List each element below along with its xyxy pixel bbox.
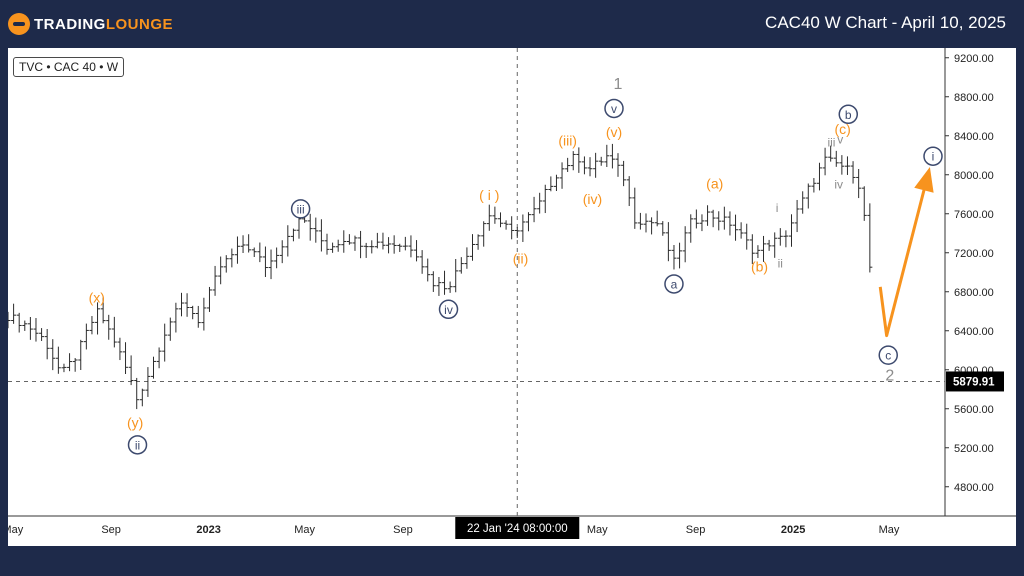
- x-tick-label: Sep: [101, 524, 121, 536]
- last-price-label: 5879.91: [953, 376, 995, 388]
- brand-name: TRADINGLOUNGE: [34, 15, 173, 33]
- y-tick-label: 6800.00: [954, 287, 994, 299]
- chart-panel[interactable]: 4800.00 5200.00 5600.00 6000.00 6400.00 6800.…: [8, 48, 1016, 546]
- x-tick-label: May: [879, 524, 900, 536]
- wave-label-1: 1: [614, 76, 623, 93]
- wave-label-iii: iii: [297, 202, 305, 216]
- y-tick-label: 8000.00: [954, 170, 994, 182]
- wave-label-a: a: [671, 277, 678, 291]
- ohlc-bars: [8, 143, 873, 410]
- y-tick-label: 5600.00: [954, 404, 994, 416]
- wave-label-iii: iii: [827, 136, 835, 150]
- wave-circle: [838, 104, 859, 125]
- y-tick-label: 8400.00: [954, 131, 994, 143]
- x-tick-label: May: [294, 524, 315, 536]
- wave-circle: [604, 98, 624, 119]
- x-tick-label: May: [587, 524, 608, 536]
- crosshair-date-box: [455, 517, 580, 539]
- wave-label-ii-circle: ii: [127, 435, 148, 455]
- x-tick-label: Sep: [393, 524, 413, 536]
- wave-label-ii: (ii): [513, 251, 529, 267]
- y-tick-label: 5200.00: [954, 443, 994, 455]
- last-price-box: [946, 371, 1004, 392]
- wave-circle: [923, 146, 943, 166]
- logo-icon: [8, 13, 30, 35]
- wave-label-i-circle: i: [923, 146, 943, 166]
- y-tick-label: 9200.00: [954, 53, 994, 65]
- y-tick-label: 7200.00: [954, 248, 994, 260]
- symbol-label[interactable]: TVC • CAC 40 • W: [13, 57, 125, 77]
- wave-label-iii: (iii): [558, 133, 577, 149]
- wave-label-b: (b): [751, 258, 768, 274]
- wave-circle: [290, 199, 311, 219]
- wave-label-v: (v): [606, 124, 622, 140]
- y-tick-label: 6400.00: [954, 326, 994, 338]
- wave-circle: [878, 345, 898, 365]
- wave-label-iii-circle: iii: [290, 199, 311, 219]
- y-tick-label: 8800.00: [954, 92, 994, 104]
- wave-label-i: ( i ): [479, 187, 499, 203]
- crosshair-date-label: 22 Jan '24 08:00:00: [467, 523, 568, 535]
- wave-label-i: i: [932, 150, 935, 164]
- wave-label-ii: ii: [778, 256, 783, 270]
- wave-circle: [127, 435, 148, 455]
- projection-path: [878, 176, 929, 338]
- wave-label-b-circle: b: [838, 104, 859, 125]
- y-tick-label: 4800.00: [954, 482, 994, 494]
- chart-header: TRADINGLOUNGE CAC40 W Chart - April 10, …: [0, 0, 1024, 48]
- x-tick-label: May: [8, 524, 24, 536]
- wave-label-y: (y): [127, 414, 143, 430]
- wave-circle: [664, 274, 684, 294]
- wave-label-c-circle: c: [878, 345, 898, 365]
- wave-label-v: v: [837, 133, 843, 147]
- wave-label-a: (a): [706, 176, 723, 192]
- wave-label-x: (x): [89, 290, 105, 306]
- wave-label-v: v: [611, 102, 617, 116]
- wave-label-c: (c): [835, 121, 851, 137]
- wave-label-iv: iv: [834, 178, 843, 192]
- wave-label-a-circle: a: [664, 274, 684, 294]
- wave-label-ii: ii: [135, 438, 140, 452]
- wave-circle: [438, 299, 459, 320]
- projection-arrowhead: [914, 167, 934, 193]
- wave-label-c: c: [885, 349, 891, 363]
- price-chart[interactable]: 4800.005200.005600.006000.006400.006800.…: [8, 48, 1016, 546]
- wave-label-i: i: [776, 201, 779, 215]
- wave-label-v-circle: v: [604, 98, 624, 119]
- x-tick-label: 2023: [196, 524, 220, 536]
- x-tick-label: Sep: [686, 524, 706, 536]
- chart-title: CAC40 W Chart - April 10, 2025: [765, 13, 1006, 32]
- wave-label-iv-circle: iv: [438, 299, 459, 320]
- wave-label-2: 2: [885, 368, 894, 385]
- wave-label-iv: iv: [444, 303, 453, 317]
- x-tick-label: 2025: [781, 524, 805, 536]
- brand-logo: TRADINGLOUNGE: [8, 12, 173, 36]
- y-tick-label: 7600.00: [954, 209, 994, 221]
- wave-label-b: b: [845, 108, 852, 122]
- wave-label-iv: (iv): [583, 191, 602, 207]
